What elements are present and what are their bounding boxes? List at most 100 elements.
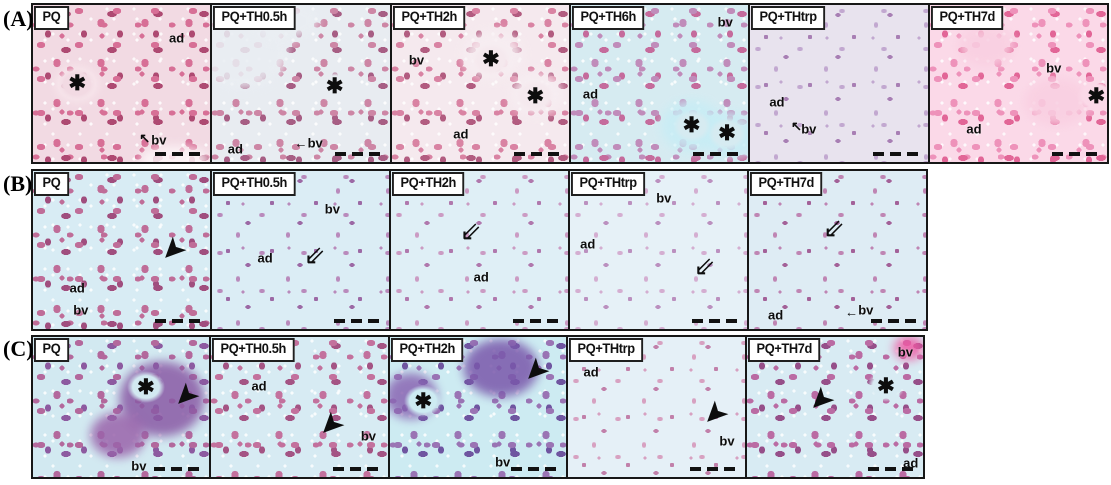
open-arrow-icon: ⇙ [693, 250, 716, 281]
panel-label: PQ+TH7d [750, 172, 823, 196]
asterisk-icon: ✱ [126, 371, 165, 404]
row-letter-c: (C) [3, 336, 34, 361]
asterisk-icon: ✱ [471, 43, 510, 76]
micrograph-row-b: PQ ➤ ad bv PQ+TH0.5h bv ad ⇙ PQ+TH2h ⇙ ad PQ+THtrp b… [31, 169, 928, 331]
label-bv: bv [858, 302, 874, 318]
label-ad: ad [169, 30, 185, 46]
micrograph-row-c: PQ ✱ ➤ bv PQ+TH0.5h ad ➤ bv PQ+TH2h ➤ ✱ bv PQ+THtrp a… [31, 335, 925, 479]
panel-label: PQ+TH7d [930, 6, 1004, 30]
label-bv: bv [656, 190, 672, 206]
panel-label: PQ+TH7d [747, 338, 821, 362]
panel-label: PQ+TH6h [571, 6, 645, 30]
panel-label: PQ+THtrp [751, 6, 826, 30]
scale-bar [511, 467, 560, 471]
scale-bar [155, 152, 204, 156]
micrograph-panel-c-pq-thtrp: PQ+THtrp ad ➤ bv [568, 337, 745, 477]
micrograph-panel-a-pq-th2h: PQ+TH2h bv ✱ ✱ ad [391, 5, 569, 162]
label-ad: ad [257, 250, 273, 266]
asterisk-icon: ✱ [672, 109, 711, 142]
micrograph-panel-a-pq-th7d: PQ+TH7d bv ✱ ad [929, 5, 1107, 162]
tissue-feature-blob [463, 338, 539, 397]
small-arrow-icon: ↖ [139, 130, 151, 146]
micrograph-panel-c-pq-th2h: PQ+TH2h ➤ ✱ bv [389, 337, 567, 477]
label-bv: bv [131, 458, 147, 474]
tissue-feature-blob [893, 337, 924, 361]
label-ad: ad [453, 126, 469, 142]
label-ad: ad [227, 141, 243, 157]
scale-bar [692, 319, 740, 323]
row-letter-b: (B) [3, 171, 33, 196]
label-bv: bv [360, 428, 376, 444]
scale-bar [872, 152, 921, 156]
micrograph-panel-b-pq-th2h: PQ+TH2h ⇙ ad [391, 171, 568, 329]
panel-label: PQ+TH0.5h [213, 6, 296, 30]
small-arrow-icon: ← [294, 135, 308, 151]
micrograph-row-a: PQ ad ✱ ↖ bv PQ+TH0.5h ✱ ad ← bv PQ+TH2h bv ✱ ✱ ad PQ+T… [31, 3, 1109, 164]
label-bv: bv [1046, 60, 1062, 76]
open-arrow-icon: ⇙ [459, 216, 482, 247]
micrograph-panel-c-pq: PQ ✱ ➤ bv [33, 337, 210, 477]
asterisk-icon: ✱ [866, 370, 905, 402]
panel-label: PQ+TH2h [392, 6, 466, 30]
label-bv: bv [73, 302, 89, 318]
label-bv: bv [897, 344, 913, 360]
micrograph-panel-b-pq-th0-5h: PQ+TH0.5h bv ad ⇙ [212, 171, 389, 329]
micrograph-panel-a-pq: PQ ad ✱ ↖ bv [33, 5, 211, 162]
label-ad: ad [966, 121, 982, 137]
scale-bar [513, 319, 561, 323]
panel-label: PQ+TH0.5h [213, 172, 296, 196]
label-ad: ad [580, 236, 596, 252]
label-bv: bv [151, 132, 167, 148]
label-bv: bv [307, 135, 323, 151]
micrograph-panel-a-pq-th6h: PQ+TH6h bv ad ✱ ✱ [570, 5, 749, 162]
label-ad: ad [583, 364, 599, 380]
label-bv: bv [719, 433, 735, 449]
micrograph-panel-b-pq: PQ ➤ ad bv [33, 171, 210, 329]
panel-label: PQ+THtrp [571, 172, 646, 196]
micrograph-panel-b-pq-thtrp: PQ+THtrp bv ad ⇙ [570, 171, 747, 329]
solid-arrow-icon: ➤ [802, 381, 840, 419]
row-letter-a: (A) [3, 6, 34, 31]
scale-bar [334, 319, 382, 323]
scale-bar [689, 467, 738, 471]
label-bv: bv [801, 121, 817, 137]
label-bv: bv [408, 52, 425, 68]
panel-label: PQ [34, 338, 69, 362]
micrograph-panel-c-pq-th0-5h: PQ+TH0.5h ad ➤ bv [211, 337, 388, 477]
panel-label: PQ+THtrp [569, 338, 644, 362]
open-arrow-icon: ⇙ [303, 239, 326, 270]
label-ad: ad [582, 86, 599, 102]
label-ad: ad [251, 378, 267, 394]
asterisk-icon: ✱ [1077, 80, 1107, 113]
solid-arrow-icon: ➤ [696, 395, 734, 433]
solid-arrow-icon: ➤ [313, 406, 351, 445]
asterisk-icon: ✱ [708, 117, 747, 150]
open-arrow-icon: ⇙ [823, 212, 845, 243]
solid-arrow-icon: ➤ [154, 231, 192, 269]
panel-label: PQ [34, 172, 69, 196]
asterisk-icon: ✱ [58, 67, 97, 100]
tissue-feature-blob [90, 412, 146, 458]
panel-label: PQ [34, 6, 69, 30]
scale-bar [693, 152, 742, 156]
scale-bar [1051, 152, 1100, 156]
label-bv: bv [717, 14, 733, 30]
asterisk-icon: ✱ [315, 70, 354, 103]
label-ad: ad [767, 307, 784, 323]
panel-label: PQ+TH0.5h [212, 338, 295, 362]
micrograph-panel-a-pq-th0-5h: PQ+TH0.5h ✱ ad ← bv [212, 5, 390, 162]
scale-bar [868, 467, 917, 471]
asterisk-icon: ✱ [404, 385, 443, 418]
scale-bar [332, 467, 381, 471]
label-ad: ad [473, 269, 489, 285]
micrograph-panel-b-pq-th7d: PQ+TH7d ⇙ ad ← bv [749, 171, 926, 329]
scale-bar [334, 152, 383, 156]
asterisk-icon: ✱ [516, 80, 555, 113]
scale-bar [154, 467, 203, 471]
small-arrow-icon: ← [845, 304, 859, 320]
scale-bar [513, 152, 562, 156]
micrograph-panel-a-pq-thtrp: PQ+THtrp ad ↖ bv [750, 5, 928, 162]
label-ad: ad [69, 280, 85, 296]
scale-bar [871, 319, 919, 323]
